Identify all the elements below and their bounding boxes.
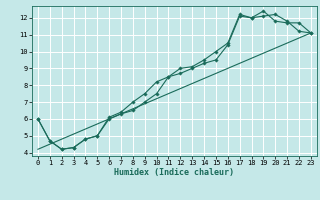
X-axis label: Humidex (Indice chaleur): Humidex (Indice chaleur) (115, 168, 234, 177)
